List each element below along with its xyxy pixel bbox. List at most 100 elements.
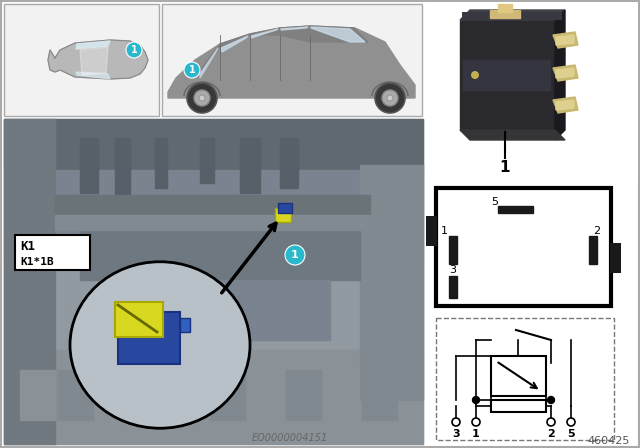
Polygon shape [20, 370, 55, 420]
Text: 460425: 460425 [588, 436, 630, 446]
Polygon shape [58, 370, 93, 420]
Polygon shape [4, 170, 423, 260]
Bar [428, 2, 638, 177]
Circle shape [184, 62, 200, 78]
Polygon shape [280, 138, 298, 188]
Polygon shape [80, 138, 98, 193]
Polygon shape [240, 138, 260, 193]
Polygon shape [76, 72, 110, 79]
Polygon shape [311, 27, 365, 42]
Text: 1: 1 [291, 250, 299, 260]
Ellipse shape [70, 262, 250, 428]
Text: 1: 1 [131, 45, 138, 55]
Bar [462, 12, 562, 20]
Bar [4, 4, 159, 116]
Circle shape [375, 83, 405, 113]
Polygon shape [221, 36, 248, 52]
Polygon shape [556, 35, 574, 45]
Bar [15, 235, 90, 270]
Polygon shape [463, 60, 550, 90]
Text: 1: 1 [500, 160, 510, 176]
Circle shape [471, 71, 479, 79]
Polygon shape [48, 40, 148, 79]
Polygon shape [556, 68, 574, 78]
Bar [275, 208, 291, 222]
Polygon shape [200, 138, 214, 183]
Polygon shape [4, 350, 423, 444]
Polygon shape [55, 195, 370, 215]
Circle shape [472, 418, 480, 426]
Polygon shape [610, 243, 621, 273]
Text: 2: 2 [593, 226, 600, 236]
Polygon shape [80, 47, 108, 75]
Text: 1: 1 [189, 65, 195, 75]
Polygon shape [115, 138, 130, 198]
Circle shape [547, 418, 555, 426]
Polygon shape [100, 280, 330, 340]
Text: 5: 5 [567, 429, 575, 439]
Polygon shape [96, 370, 131, 420]
Bar [278, 203, 292, 213]
Bar [449, 236, 457, 264]
Polygon shape [251, 29, 278, 38]
Polygon shape [556, 100, 574, 110]
Polygon shape [281, 27, 308, 30]
Polygon shape [76, 41, 110, 49]
Bar [436, 318, 614, 440]
Text: 1: 1 [472, 429, 480, 439]
Polygon shape [460, 20, 555, 130]
Polygon shape [362, 370, 397, 420]
Text: 5: 5 [491, 197, 498, 207]
Polygon shape [80, 230, 360, 280]
Polygon shape [155, 138, 167, 188]
Polygon shape [4, 119, 423, 170]
Polygon shape [172, 370, 207, 420]
Polygon shape [286, 370, 321, 420]
Polygon shape [553, 32, 578, 48]
Polygon shape [498, 4, 512, 12]
Bar [498, 206, 533, 213]
Polygon shape [200, 48, 218, 78]
Circle shape [126, 42, 142, 58]
Bar [449, 276, 457, 298]
Text: 3: 3 [449, 265, 456, 275]
Circle shape [199, 95, 205, 101]
Polygon shape [196, 26, 368, 76]
Circle shape [382, 90, 398, 106]
Polygon shape [426, 216, 437, 246]
Polygon shape [134, 370, 169, 420]
Polygon shape [168, 26, 415, 98]
Polygon shape [248, 370, 283, 420]
Bar [180, 318, 190, 332]
Bar [162, 4, 422, 116]
Text: K1: K1 [20, 241, 35, 254]
Polygon shape [460, 10, 565, 20]
Text: K1*1B: K1*1B [20, 257, 54, 267]
Bar [491, 400, 546, 412]
Text: EO0000004151: EO0000004151 [252, 433, 328, 443]
Bar [115, 302, 163, 337]
Polygon shape [553, 97, 578, 113]
Polygon shape [490, 10, 520, 18]
Polygon shape [55, 215, 370, 230]
Bar [491, 356, 546, 396]
Polygon shape [360, 165, 423, 400]
Polygon shape [210, 370, 245, 420]
Text: 2: 2 [547, 429, 555, 439]
Text: 3: 3 [452, 429, 460, 439]
Bar [4, 119, 423, 444]
Polygon shape [4, 119, 55, 444]
Circle shape [194, 90, 210, 106]
Polygon shape [460, 130, 565, 140]
Text: 1: 1 [440, 226, 447, 236]
Bar [436, 188, 611, 306]
Circle shape [387, 95, 393, 101]
Circle shape [547, 396, 554, 404]
Circle shape [285, 245, 305, 265]
Polygon shape [324, 370, 359, 420]
Bar [118, 312, 180, 364]
Bar [589, 236, 597, 264]
Circle shape [472, 396, 479, 404]
Circle shape [452, 418, 460, 426]
Polygon shape [553, 65, 578, 81]
